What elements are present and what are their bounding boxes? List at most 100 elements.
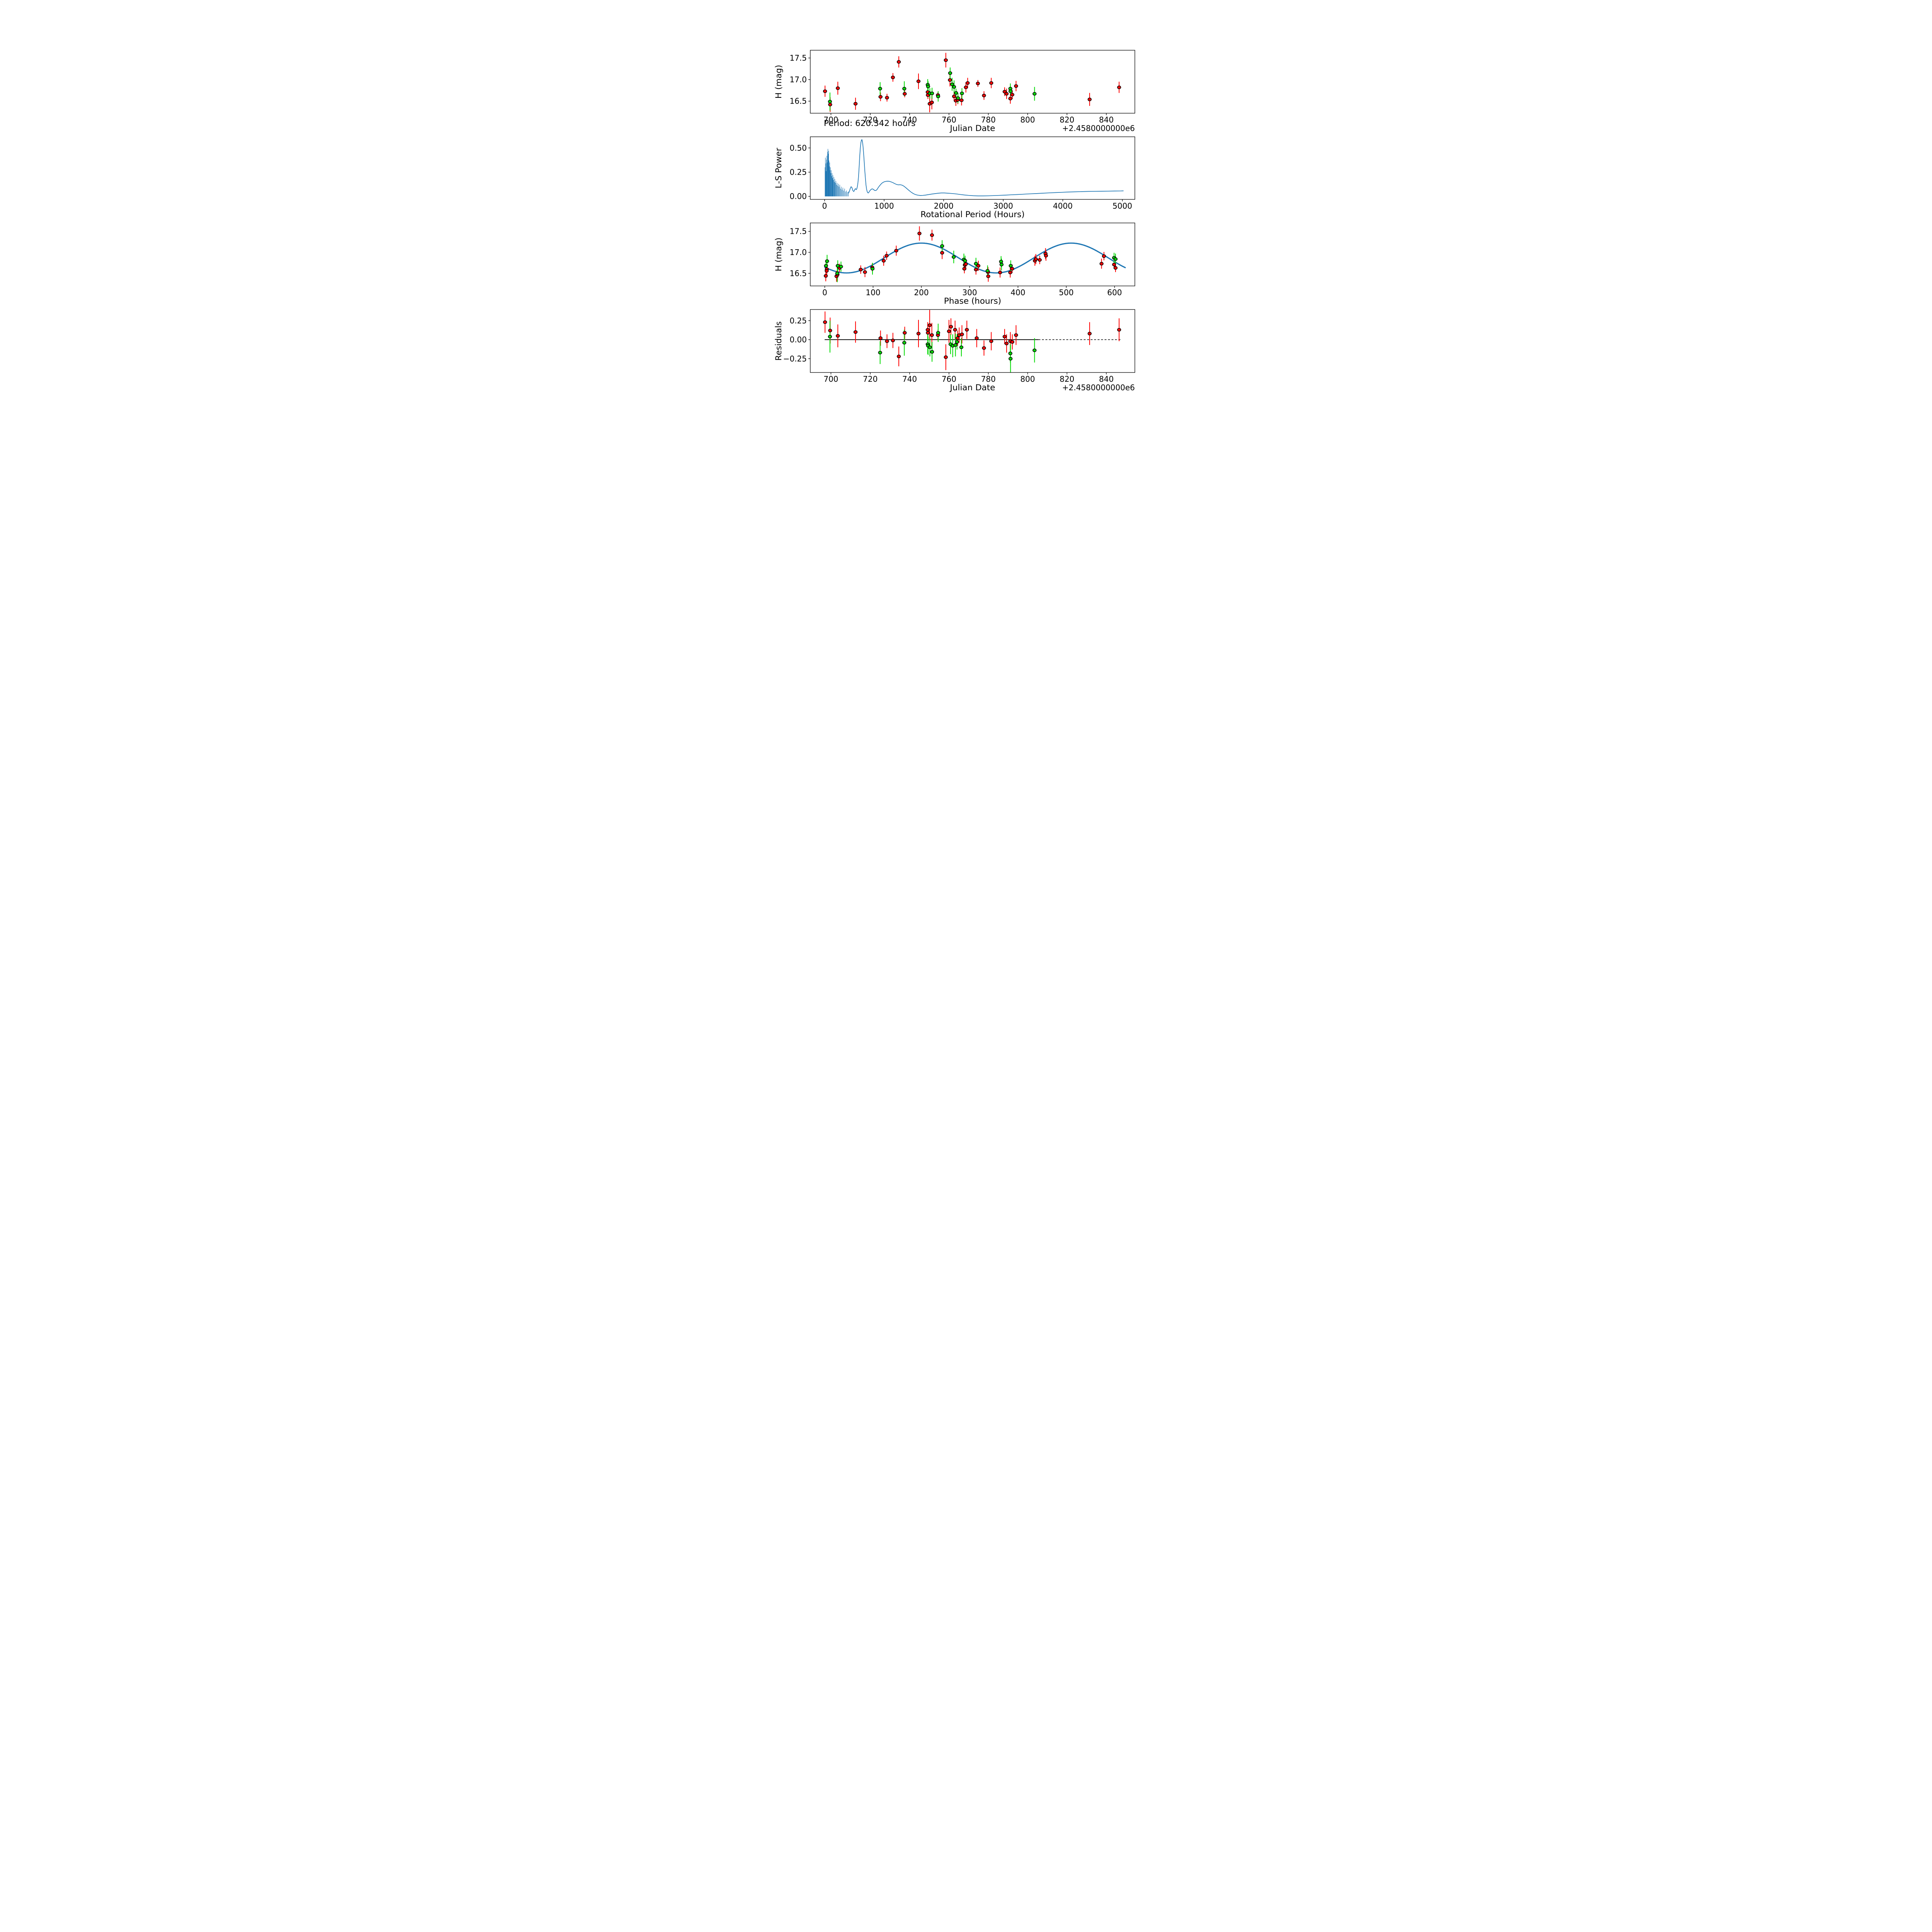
y-tick-label: 0.00 — [789, 192, 807, 201]
x-tick-label: 740 — [902, 374, 917, 384]
data-point-red — [878, 336, 883, 340]
y-axis-label-periodogram: L-S Power — [774, 148, 784, 188]
data-point-green — [828, 335, 832, 338]
data-point-red — [930, 233, 934, 237]
data-point-green — [963, 259, 967, 263]
x-tick-label: 800 — [1020, 374, 1035, 384]
x-tick-label: 840 — [1099, 374, 1114, 384]
data-point-red — [917, 231, 922, 235]
x-axis-label-periodogram: Rotational Period (Hours) — [920, 210, 1025, 219]
data-point-red — [823, 320, 827, 324]
x-tick-label: 780 — [981, 115, 996, 124]
axes-frame — [810, 223, 1135, 286]
data-point-red — [982, 94, 986, 97]
data-point-red — [903, 331, 907, 335]
y-axis-label-phased-lightcurve: H (mag) — [774, 238, 784, 272]
x-tick-label: 720 — [863, 115, 878, 124]
data-point-green — [999, 260, 1003, 264]
data-point-red — [982, 346, 986, 350]
y-tick-label: −0.25 — [783, 354, 807, 363]
data-point-red — [885, 96, 889, 100]
data-point-red — [952, 94, 956, 99]
y-tick-label: 0.00 — [789, 335, 807, 344]
data-point-red — [896, 354, 901, 359]
light-curve-figure: light-curve/244144_combined 700720740760… — [757, 0, 1175, 417]
y-tick-label: 0.25 — [789, 168, 807, 177]
data-point-green — [1032, 349, 1037, 352]
data-point-red — [960, 332, 964, 336]
data-point-green — [1009, 264, 1013, 268]
data-point-red — [948, 78, 952, 82]
data-point-red — [891, 338, 895, 342]
data-point-green — [835, 264, 840, 268]
periodogram-curve — [848, 139, 1124, 196]
data-point-red — [853, 102, 858, 106]
data-point-green — [878, 87, 882, 90]
data-point-red — [927, 323, 932, 327]
data-point-red — [930, 333, 934, 337]
data-point-green — [950, 82, 954, 86]
data-point-red — [940, 251, 944, 255]
data-point-red — [959, 98, 964, 102]
data-point-green — [999, 262, 1004, 267]
data-point-red — [947, 329, 951, 333]
data-point-red — [823, 89, 827, 93]
data-point-green — [1113, 257, 1118, 261]
data-point-red — [859, 268, 863, 272]
y-axis-label-jd-lightcurve: H (mag) — [774, 65, 784, 99]
data-point-green — [825, 259, 829, 263]
data-point-red — [962, 267, 966, 271]
data-point-red — [975, 336, 979, 340]
data-point-green — [870, 267, 875, 271]
data-point-red — [836, 86, 840, 90]
data-point-red — [881, 259, 886, 263]
data-point-red — [986, 274, 990, 278]
data-point-red — [885, 339, 889, 343]
x-tick-label: 720 — [863, 374, 878, 384]
data-point-red — [1008, 270, 1012, 274]
period-annotation: Period: 620.342 hours — [824, 119, 915, 128]
data-point-red — [1112, 262, 1116, 267]
data-point-red — [1004, 342, 1009, 345]
panel-residuals: 700 720 740 760 780 800 820 840 −0.25 0.00 0.25 Jul… — [774, 309, 1135, 393]
x-tick-label: 800 — [1020, 115, 1035, 124]
data-point-red — [944, 355, 948, 359]
data-point-red — [863, 270, 867, 274]
data-point-red — [1099, 262, 1104, 266]
data-point-red — [1044, 254, 1048, 258]
axes-frame — [810, 136, 1135, 200]
panel-periodogram: 0 1000 2000 3000 4000 5000 0.00 0.25 0.50 Rotatio… — [774, 136, 1135, 219]
x-tick-label: 820 — [1060, 115, 1074, 124]
y-tick-label: 0.25 — [789, 316, 807, 325]
data-point-red — [823, 274, 828, 278]
data-point-green — [936, 94, 940, 99]
data-point-red — [896, 60, 901, 64]
data-point-red — [853, 330, 858, 334]
data-point-red — [1010, 267, 1014, 271]
data-point-green — [1008, 351, 1012, 355]
data-point-red — [966, 81, 970, 85]
x-tick-label: 400 — [1010, 288, 1025, 297]
x-tick-label: 3000 — [993, 201, 1013, 211]
data-point-green — [902, 87, 906, 90]
y-tick-label: 0.50 — [789, 143, 807, 153]
data-point-green — [926, 85, 930, 88]
data-point-red — [964, 85, 968, 89]
data-point-red — [828, 103, 832, 107]
x-axis-label-residuals: Julian Date — [949, 383, 995, 393]
data-point-red — [1117, 85, 1121, 89]
data-point-green — [959, 345, 964, 349]
x-tick-label: 200 — [914, 288, 929, 297]
data-point-red — [930, 100, 934, 104]
x-tick-label: 5000 — [1112, 201, 1132, 211]
data-point-green — [952, 255, 956, 259]
x-tick-label: 840 — [1099, 115, 1114, 124]
data-point-red — [1113, 266, 1118, 270]
data-point-green — [824, 264, 828, 268]
y-tick-label: 17.0 — [789, 75, 807, 84]
x-tick-label: 4000 — [1053, 201, 1073, 211]
x-tick-label: 780 — [981, 374, 996, 384]
data-point-red — [989, 81, 993, 85]
data-point-green — [954, 91, 958, 95]
x-tick-label: 760 — [942, 115, 956, 124]
